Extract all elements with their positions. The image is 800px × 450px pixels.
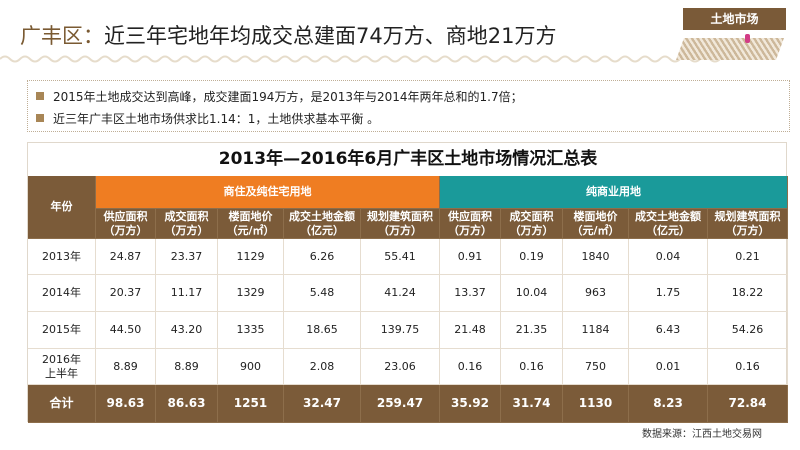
table-cell: 18.65 (284, 312, 361, 349)
table-cell: 0.16 (501, 349, 563, 385)
table-cell: 750 (563, 349, 629, 385)
table-cell: 24.87 (96, 239, 156, 275)
total-cell: 35.92 (440, 385, 501, 423)
total-cell: 32.47 (284, 385, 361, 423)
table-cell: 43.20 (156, 312, 218, 349)
table-cell: 55.41 (361, 239, 440, 275)
column-header: 成交面积（万方） (156, 209, 218, 239)
table-cell: 13.37 (440, 275, 501, 312)
table-cell: 0.04 (629, 239, 708, 275)
table-cell: 6.43 (629, 312, 708, 349)
table-cell: 1129 (218, 239, 284, 275)
table-cell: 900 (218, 349, 284, 385)
table-cell: 54.26 (708, 312, 788, 349)
column-header: 规划建筑面积（万方） (361, 209, 440, 239)
year-header: 年份 (28, 176, 96, 239)
table-cell: 41.24 (361, 275, 440, 312)
column-header: 供应面积（万方） (440, 209, 501, 239)
table-cell: 10.04 (501, 275, 563, 312)
row-year: 2016年上半年 (28, 349, 96, 385)
total-cell: 98.63 (96, 385, 156, 423)
table-cell: 0.16 (708, 349, 788, 385)
table-cell: 20.37 (96, 275, 156, 312)
table-title: 2013年—2016年6月广丰区土地市场情况汇总表 (218, 149, 598, 169)
total-cell: 259.47 (361, 385, 440, 423)
table-cell: 0.91 (440, 239, 501, 275)
total-cell: 1251 (218, 385, 284, 423)
table-cell: 21.35 (501, 312, 563, 349)
table-cell: 44.50 (96, 312, 156, 349)
table-cell: 23.06 (361, 349, 440, 385)
column-header: 成交面积（万方） (501, 209, 563, 239)
land-market-badge: 土地市场 (683, 8, 786, 30)
table-cell: 11.17 (156, 275, 218, 312)
total-label: 合计 (28, 385, 96, 423)
land-grid-illustration (675, 38, 785, 60)
column-header: 成交土地金额（亿元） (284, 209, 361, 239)
table-cell: 23.37 (156, 239, 218, 275)
table-cell: 139.75 (361, 312, 440, 349)
table-cell: 1840 (563, 239, 629, 275)
wave-divider (0, 55, 721, 63)
total-cell: 1130 (563, 385, 629, 423)
row-year: 2014年 (28, 275, 96, 312)
total-cell: 8.23 (629, 385, 708, 423)
table-cell: 1335 (218, 312, 284, 349)
total-cell: 86.63 (156, 385, 218, 423)
table-cell: 8.89 (96, 349, 156, 385)
table-cell: 963 (563, 275, 629, 312)
pin-icon (745, 34, 750, 43)
bullet-square-icon (36, 92, 44, 100)
table-cell: 2.08 (284, 349, 361, 385)
page-title: 广丰区：近三年宅地年均成交总建面74万方、商地21万方 (20, 24, 557, 48)
column-header: 楼面地价（元/㎡） (218, 209, 284, 239)
row-year: 2015年 (28, 312, 96, 349)
total-cell: 72.84 (708, 385, 788, 423)
table-cell: 5.48 (284, 275, 361, 312)
table-cell: 0.19 (501, 239, 563, 275)
table-cell: 1.75 (629, 275, 708, 312)
table-cell: 0.01 (629, 349, 708, 385)
column-header: 成交土地金额（亿元） (629, 209, 708, 239)
bullet-item: 2015年土地成交达到高峰，成交建面194万方，是2013年与2014年两年总和… (36, 85, 789, 107)
column-header: 规划建筑面积（万方） (708, 209, 788, 239)
total-cell: 31.74 (501, 385, 563, 423)
summary-bullets: 2015年土地成交达到高峰，成交建面194万方，是2013年与2014年两年总和… (27, 80, 790, 132)
row-year: 2013年 (28, 239, 96, 275)
group-header-residential: 商住及纯住宅用地 (96, 176, 440, 209)
column-header: 楼面地价（元/㎡） (563, 209, 629, 239)
table-cell: 21.48 (440, 312, 501, 349)
data-source: 数据来源：江西土地交易网 (642, 429, 762, 440)
table-cell: 1184 (563, 312, 629, 349)
land-market-table: 2013年—2016年6月广丰区土地市场情况汇总表 年份 商住及纯住宅用地 纯商业用… (27, 142, 788, 423)
table-cell: 6.26 (284, 239, 361, 275)
table-cell: 18.22 (708, 275, 788, 312)
column-header: 供应面积（万方） (96, 209, 156, 239)
bullet-square-icon (36, 114, 44, 122)
group-header-commercial: 纯商业用地 (440, 176, 788, 209)
bullet-item: 近三年广丰区土地市场供求比1.14：1，土地供求基本平衡 。 (36, 107, 789, 129)
table-cell: 0.16 (440, 349, 501, 385)
table-cell: 8.89 (156, 349, 218, 385)
table-cell: 1329 (218, 275, 284, 312)
table-cell: 0.21 (708, 239, 788, 275)
